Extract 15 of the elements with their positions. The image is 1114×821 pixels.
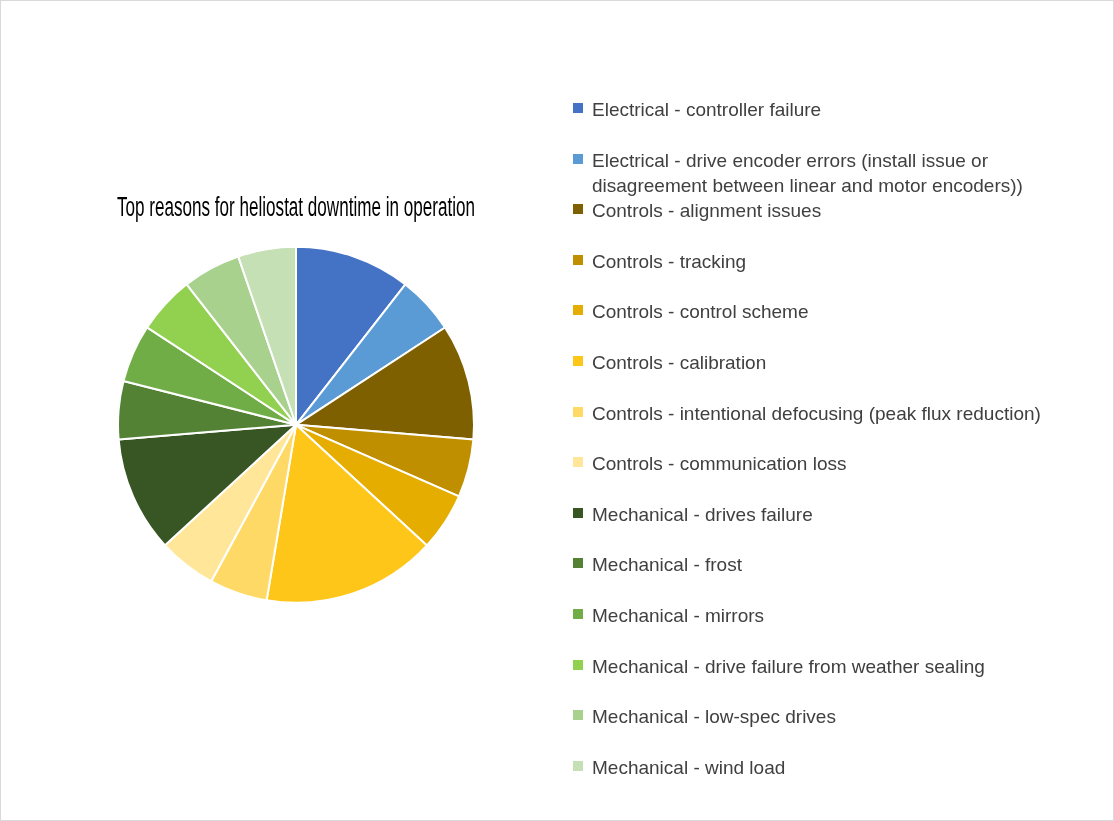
legend-label: Controls - communication loss <box>592 452 847 477</box>
legend-label: Controls - tracking <box>592 249 747 274</box>
legend-label: Mechanical - mirrors <box>592 603 765 628</box>
legend-label: Controls - calibration <box>592 350 767 375</box>
legend-label: Electrical - controller failure <box>592 98 822 122</box>
legend-label: Mechanical - frost <box>592 553 742 578</box>
legend-label: Controls - alignment issues <box>592 199 822 224</box>
legend-label: Mechanical - wind load <box>592 755 786 780</box>
legend-label: Mechanical - low-spec drives <box>592 705 836 730</box>
legend-label: Mechanical - drive failure from weather sealing <box>592 654 985 679</box>
legend-label: Electrical - drive encoder errors (install issue or disagreement between linear and motor encoders)) <box>592 148 1024 198</box>
legend-label: Mechanical - drives failure <box>592 502 813 527</box>
text: Top reasons for heliostat downtime in operation <box>117 190 475 222</box>
legend-label: Controls - control scheme <box>592 300 809 325</box>
legend-label: Controls - intentional defocusing (peak flux reduction) <box>592 401 1041 426</box>
